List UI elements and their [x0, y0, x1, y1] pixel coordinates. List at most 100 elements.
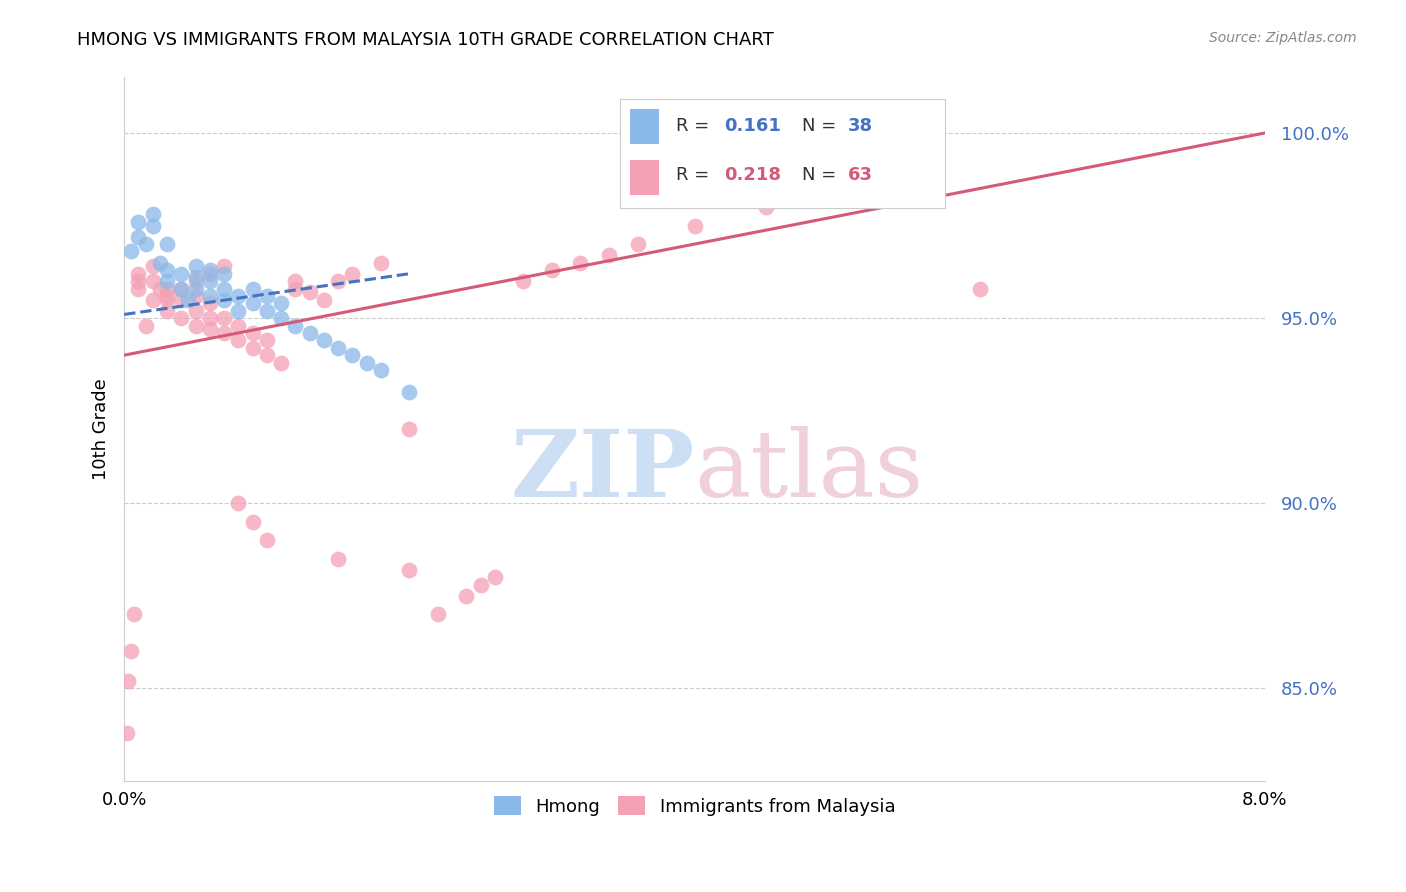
- Point: [212, 311, 235, 326]
- Point: [156, 293, 179, 307]
- Point: [755, 200, 778, 214]
- Point: [198, 267, 221, 281]
- Point: [142, 293, 165, 307]
- Point: [242, 515, 264, 529]
- Text: atlas: atlas: [695, 426, 924, 516]
- Point: [326, 274, 349, 288]
- Point: [226, 289, 249, 303]
- Point: [120, 244, 142, 259]
- Point: [370, 363, 392, 377]
- Point: [256, 533, 278, 548]
- Text: ZIP: ZIP: [510, 426, 695, 516]
- Point: [127, 215, 149, 229]
- Point: [135, 237, 157, 252]
- Point: [342, 267, 364, 281]
- Text: Source: ZipAtlas.com: Source: ZipAtlas.com: [1209, 31, 1357, 45]
- Point: [242, 341, 264, 355]
- Point: [256, 289, 278, 303]
- Point: [242, 296, 264, 310]
- Point: [212, 326, 235, 340]
- Point: [284, 274, 307, 288]
- Point: [212, 293, 235, 307]
- Point: [298, 326, 321, 340]
- Point: [184, 260, 207, 274]
- Point: [470, 578, 492, 592]
- Point: [256, 334, 278, 348]
- Point: [284, 318, 307, 333]
- Point: [156, 263, 179, 277]
- Point: [198, 274, 221, 288]
- Point: [184, 270, 207, 285]
- Point: [270, 355, 292, 369]
- Point: [198, 289, 221, 303]
- Point: [127, 267, 149, 281]
- Point: [212, 260, 235, 274]
- Point: [226, 303, 249, 318]
- Point: [212, 267, 235, 281]
- Point: [398, 422, 420, 436]
- Y-axis label: 10th Grade: 10th Grade: [93, 378, 110, 480]
- Point: [356, 355, 378, 369]
- Point: [156, 274, 179, 288]
- Point: [122, 607, 145, 622]
- Point: [117, 673, 139, 688]
- Point: [312, 293, 335, 307]
- Point: [825, 181, 848, 195]
- Point: [326, 551, 349, 566]
- Point: [256, 348, 278, 362]
- Point: [198, 296, 221, 310]
- Point: [115, 726, 138, 740]
- Point: [142, 260, 165, 274]
- Point: [156, 237, 179, 252]
- Point: [969, 281, 991, 295]
- Point: [426, 607, 449, 622]
- Point: [226, 496, 249, 510]
- Point: [127, 281, 149, 295]
- Point: [156, 303, 179, 318]
- Point: [149, 255, 172, 269]
- Point: [541, 263, 564, 277]
- Point: [170, 311, 193, 326]
- Point: [184, 289, 207, 303]
- Point: [370, 255, 392, 269]
- Point: [142, 207, 165, 221]
- Point: [242, 326, 264, 340]
- Point: [156, 281, 179, 295]
- Point: [184, 318, 207, 333]
- Point: [135, 318, 157, 333]
- Point: [626, 237, 648, 252]
- Legend: Hmong, Immigrants from Malaysia: Hmong, Immigrants from Malaysia: [485, 788, 904, 825]
- Point: [256, 303, 278, 318]
- Point: [184, 274, 207, 288]
- Point: [326, 341, 349, 355]
- Point: [142, 274, 165, 288]
- Text: HMONG VS IMMIGRANTS FROM MALAYSIA 10TH GRADE CORRELATION CHART: HMONG VS IMMIGRANTS FROM MALAYSIA 10TH G…: [77, 31, 775, 49]
- Point: [398, 563, 420, 577]
- Point: [170, 281, 193, 295]
- Point: [212, 281, 235, 295]
- Point: [242, 281, 264, 295]
- Point: [312, 334, 335, 348]
- Point: [456, 589, 478, 603]
- Point: [512, 274, 534, 288]
- Point: [226, 334, 249, 348]
- Point: [170, 281, 193, 295]
- Point: [127, 274, 149, 288]
- Point: [149, 281, 172, 295]
- Point: [198, 263, 221, 277]
- Point: [142, 219, 165, 233]
- Point: [298, 285, 321, 300]
- Point: [127, 229, 149, 244]
- Point: [342, 348, 364, 362]
- Point: [270, 296, 292, 310]
- Point: [484, 570, 506, 584]
- Point: [177, 293, 200, 307]
- Point: [170, 267, 193, 281]
- Point: [598, 248, 620, 262]
- Point: [198, 322, 221, 336]
- Point: [683, 219, 706, 233]
- Point: [184, 303, 207, 318]
- Point: [284, 281, 307, 295]
- Point: [398, 385, 420, 400]
- Point: [170, 293, 193, 307]
